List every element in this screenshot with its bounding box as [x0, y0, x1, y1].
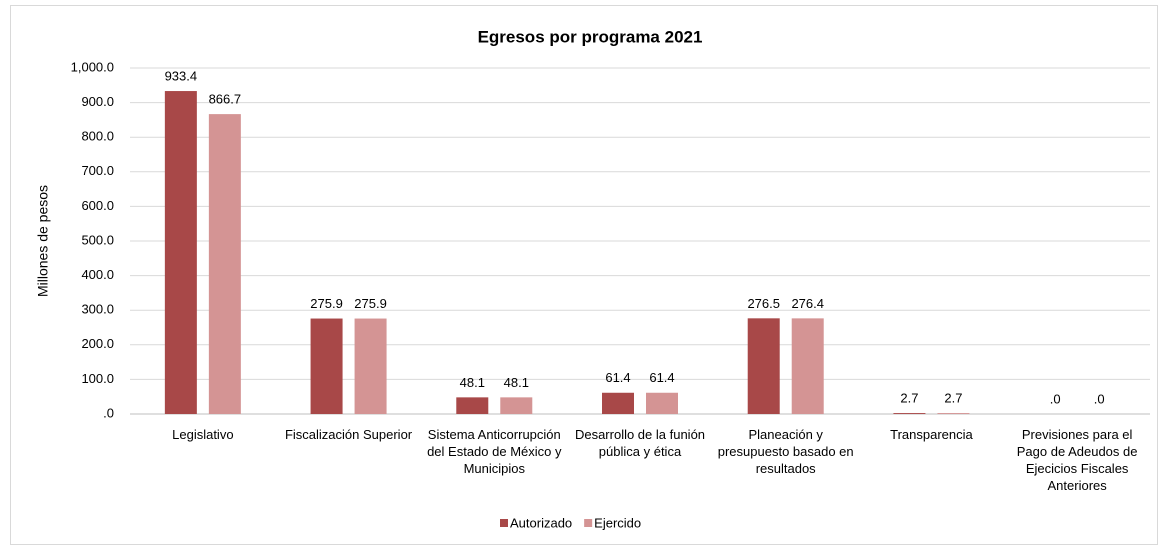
data-label: 275.9: [310, 296, 343, 311]
y-tick-label: 500.0: [81, 232, 114, 247]
data-label: 61.4: [649, 370, 674, 385]
data-label: 275.9: [354, 296, 387, 311]
bar: [208, 114, 241, 415]
y-tick-label: 200.0: [81, 336, 114, 351]
bar: [456, 397, 489, 414]
bar: [937, 413, 970, 414]
x-tick-label: Legislativo: [172, 427, 234, 442]
y-tick-label: 100.0: [81, 371, 114, 386]
legend-swatch: [584, 519, 593, 527]
y-tick-label: 400.0: [81, 267, 114, 282]
x-tick-label: Fiscalización Superior: [284, 427, 413, 442]
y-tick-label: 800.0: [81, 129, 114, 144]
y-tick-label: 600.0: [81, 198, 114, 213]
data-label: 2.7: [944, 391, 962, 406]
data-label: 61.4: [605, 370, 630, 385]
data-label: 933.4: [165, 68, 198, 83]
y-tick-label: .0: [103, 405, 114, 420]
bar: [310, 318, 343, 414]
legend-swatch: [500, 519, 508, 527]
y-tick-label: 1,000.0: [71, 59, 114, 74]
bar: [500, 397, 533, 414]
data-label: 866.7: [209, 92, 242, 107]
x-tick-label: Planeación y presupuesto basado en resul…: [717, 427, 854, 476]
bar: [893, 413, 926, 414]
legend-label: Autorizado: [510, 515, 572, 530]
data-label: 276.4: [791, 296, 824, 311]
x-tick-label: Transparencia: [890, 427, 973, 442]
chart-title: Egresos por programa 2021: [478, 27, 703, 46]
data-label: .0: [1094, 391, 1105, 406]
bar: [164, 91, 197, 414]
x-tick-label: Desarrollo de la funión pública y ética: [574, 427, 706, 459]
x-tick-label: Sistema Anticorrupción del Estado de Méx…: [427, 427, 562, 476]
bar: [791, 318, 824, 414]
x-tick-label: Previsiones para el Pago de Adeudos de E…: [1016, 427, 1138, 493]
data-label: 48.1: [460, 375, 485, 390]
y-tick-label: 700.0: [81, 163, 114, 178]
data-label: 48.1: [504, 375, 529, 390]
bar: [747, 318, 780, 414]
y-axis-label: Millones de pesos: [35, 185, 51, 297]
data-label: 2.7: [900, 391, 918, 406]
data-label: 276.5: [747, 296, 780, 311]
bar: [354, 318, 387, 414]
legend-label: Ejercido: [594, 515, 641, 530]
bar: [646, 392, 678, 414]
y-tick-label: 900.0: [81, 94, 114, 109]
y-tick-label: 300.0: [81, 302, 114, 317]
bar: [602, 392, 634, 414]
data-label: .0: [1050, 391, 1061, 406]
chart-border: [10, 5, 1158, 545]
